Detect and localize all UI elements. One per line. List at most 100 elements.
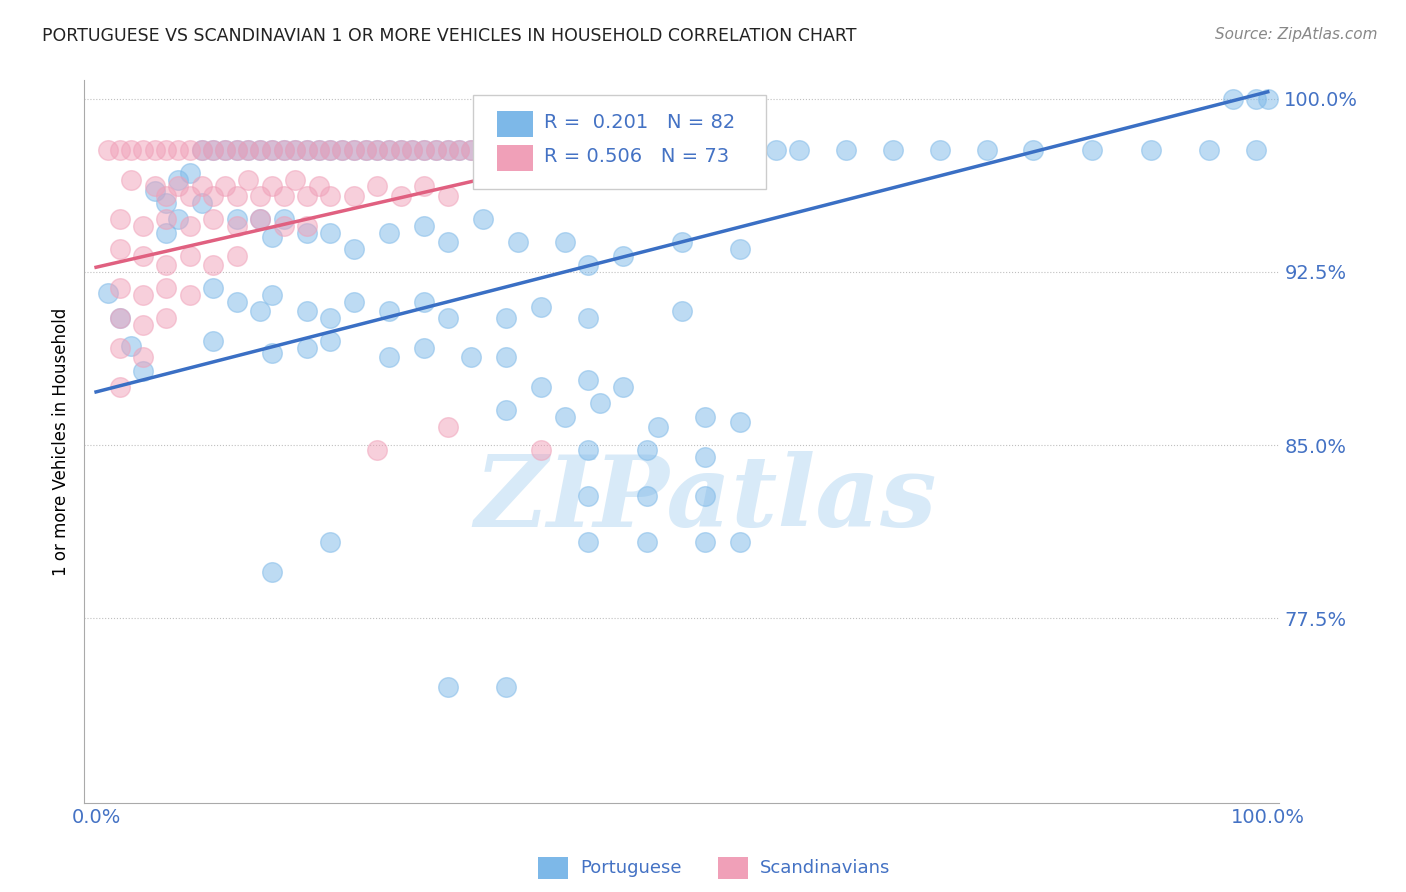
Point	[295, 143, 318, 157]
Point	[132, 249, 155, 263]
Point	[576, 258, 599, 272]
Point	[413, 294, 436, 309]
Point	[576, 535, 599, 549]
Point	[1222, 92, 1244, 106]
Point	[190, 179, 212, 194]
Point	[366, 143, 388, 157]
Point	[495, 351, 517, 365]
Point	[132, 288, 155, 302]
Text: Portuguese: Portuguese	[581, 859, 682, 877]
Point	[471, 143, 494, 157]
Point	[202, 143, 225, 157]
Point	[366, 179, 388, 194]
Point	[495, 143, 517, 157]
Text: Scandinavians: Scandinavians	[759, 859, 890, 877]
Point	[214, 143, 236, 157]
Point	[319, 143, 342, 157]
Point	[554, 143, 576, 157]
Point	[202, 211, 225, 226]
Point	[202, 281, 225, 295]
Point	[576, 143, 599, 157]
Point	[366, 442, 388, 457]
Point	[484, 143, 506, 157]
Point	[319, 143, 342, 157]
Point	[530, 300, 553, 314]
Point	[695, 410, 717, 425]
Point	[436, 143, 458, 157]
Point	[1198, 143, 1220, 157]
Point	[576, 489, 599, 503]
Point	[530, 380, 553, 394]
Point	[589, 396, 612, 410]
Point	[225, 219, 247, 233]
Point	[449, 143, 471, 157]
Point	[260, 143, 283, 157]
Point	[225, 294, 247, 309]
Point	[495, 143, 517, 157]
Point	[835, 143, 858, 157]
Point	[295, 188, 318, 202]
Point	[495, 681, 517, 695]
Point	[343, 188, 366, 202]
Point	[554, 410, 576, 425]
Point	[132, 364, 155, 378]
Point	[506, 235, 529, 249]
Point	[389, 143, 412, 157]
Point	[155, 143, 177, 157]
Point	[284, 143, 307, 157]
Point	[238, 143, 260, 157]
Point	[495, 403, 517, 417]
Text: R = 0.506   N = 73: R = 0.506 N = 73	[544, 146, 730, 166]
Point	[179, 188, 201, 202]
Point	[976, 143, 998, 157]
Point	[436, 188, 458, 202]
Point	[143, 143, 166, 157]
Point	[695, 143, 717, 157]
Point	[202, 258, 225, 272]
Point	[249, 143, 271, 157]
Point	[284, 172, 307, 186]
Point	[554, 143, 576, 157]
Point	[460, 143, 482, 157]
Point	[167, 172, 190, 186]
Point	[506, 143, 529, 157]
Point	[636, 535, 658, 549]
Text: R =  0.201   N = 82: R = 0.201 N = 82	[544, 112, 735, 132]
Point	[108, 281, 131, 295]
Point	[730, 143, 752, 157]
Point	[179, 249, 201, 263]
Point	[378, 143, 401, 157]
Point	[695, 489, 717, 503]
Point	[1139, 143, 1161, 157]
Point	[225, 188, 247, 202]
Point	[484, 143, 506, 157]
Point	[882, 143, 904, 157]
Point	[249, 211, 271, 226]
Point	[273, 143, 295, 157]
Point	[284, 143, 307, 157]
Point	[155, 311, 177, 326]
Point	[155, 188, 177, 202]
Point	[401, 143, 423, 157]
Point	[273, 188, 295, 202]
Point	[155, 226, 177, 240]
Point	[471, 211, 494, 226]
Point	[108, 211, 131, 226]
Point	[260, 345, 283, 359]
Point	[155, 258, 177, 272]
Point	[413, 219, 436, 233]
Point	[928, 143, 950, 157]
Point	[612, 380, 634, 394]
Text: ZIPatlas: ZIPatlas	[475, 451, 936, 548]
Point	[132, 219, 155, 233]
Point	[436, 143, 458, 157]
Point	[202, 334, 225, 348]
Point	[108, 311, 131, 326]
Point	[330, 143, 353, 157]
Point	[319, 535, 342, 549]
Point	[413, 179, 436, 194]
Point	[260, 230, 283, 244]
Point	[273, 143, 295, 157]
Point	[260, 288, 283, 302]
Point	[576, 373, 599, 387]
